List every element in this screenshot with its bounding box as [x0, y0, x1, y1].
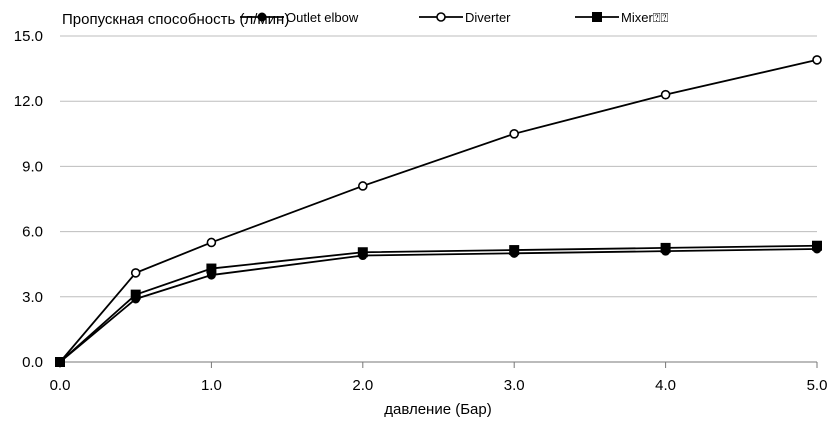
y-tick-label-1: 3.0 — [22, 289, 43, 306]
series-1-point-2 — [206, 237, 217, 248]
series-layer — [55, 55, 822, 367]
y-tick-label-2: 6.0 — [22, 224, 43, 241]
series-2-point-4 — [509, 245, 520, 256]
legend-item-1: Diverter — [419, 10, 511, 25]
y-tick-label-0: 0.0 — [22, 354, 43, 371]
labels-layer: 0.0 3.0 6.0 9.0 12.0 15.0 0.0 1.0 2.0 3.0 4.0 5.0 — [14, 28, 828, 394]
legend-item-2: Mixer⍰⍰ — [575, 10, 669, 25]
y-tick-label-4: 12.0 — [14, 93, 43, 110]
legend-label-0: Outlet elbow — [286, 10, 359, 25]
y-axis-title: Пропускная способность (л/мин) — [62, 11, 289, 28]
series-line-1 — [59, 59, 818, 363]
x-tick-label-2: 2.0 — [352, 377, 373, 394]
series-2-point-1 — [130, 289, 141, 300]
x-tick-label-3: 3.0 — [504, 377, 525, 394]
series-2-point-2 — [206, 263, 217, 274]
grid-layer — [60, 35, 817, 363]
series-1-point-1 — [130, 268, 141, 278]
series-1-point-3 — [357, 181, 368, 191]
series-1-point-6 — [812, 55, 822, 65]
legend-marker-2 — [592, 12, 602, 22]
series-line-2 — [59, 244, 818, 363]
x-tick-label-5: 5.0 — [807, 377, 828, 394]
legend-label-2: Mixer⍰⍰ — [621, 10, 669, 25]
legend-item-0: Outlet elbow — [240, 10, 359, 25]
legend-marker-0 — [257, 12, 267, 22]
series-line-0 — [59, 248, 818, 363]
series-2-point-3 — [357, 247, 368, 258]
series-1-point-5 — [660, 89, 671, 100]
axes-layer — [59, 361, 818, 368]
x-tick-label-0: 0.0 — [50, 377, 71, 394]
x-tick-label-1: 1.0 — [201, 377, 222, 394]
x-axis-title: давление (Бар) — [384, 401, 492, 418]
series-1-point-4 — [509, 129, 520, 139]
x-tick-label-4: 4.0 — [655, 377, 676, 394]
legend-label-1: Diverter — [465, 10, 511, 25]
series-2-point-6 — [812, 240, 822, 251]
y-tick-label-3: 9.0 — [22, 158, 43, 175]
y-tick-label-5: 15.0 — [14, 28, 43, 45]
series-2-point-5 — [660, 242, 671, 253]
legend: Outlet elbow Diverter Mixer⍰⍰ — [240, 10, 669, 25]
legend-marker-1 — [436, 12, 446, 22]
series-2-point-0 — [55, 357, 65, 367]
